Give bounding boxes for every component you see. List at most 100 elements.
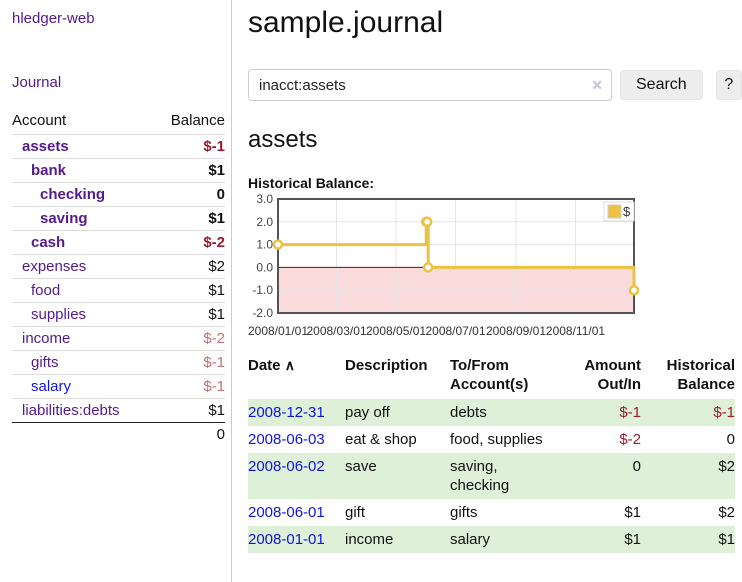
chart-point — [421, 216, 433, 228]
account-row: assets $-1 — [12, 135, 225, 159]
clear-search-icon[interactable]: ✕ — [591, 77, 603, 93]
transaction-description: income — [345, 531, 394, 548]
register-row: 2008-06-03 eat & shop food, supplies $-2 0 — [248, 426, 735, 453]
x-axis-label: 2008/01/01 — [248, 324, 308, 338]
register-row: 2008-12-31 pay off debts $-1 $-1 — [248, 399, 735, 426]
transaction-description: save — [345, 458, 377, 475]
accounts-total-row: 0 — [12, 422, 225, 447]
x-axis-label: 2008/09/01 — [486, 324, 546, 338]
account-balance: $-2 — [203, 234, 225, 251]
register-table: Date ∧ Description To/From Account(s) Am… — [248, 356, 735, 553]
transaction-description: pay off — [345, 404, 390, 421]
account-row: food $1 — [12, 278, 225, 303]
account-balance: $1 — [208, 162, 225, 179]
account-balance: $1 — [208, 306, 225, 323]
chart-point — [628, 284, 640, 296]
account-row: supplies $1 — [12, 302, 225, 327]
transaction-balance: 0 — [726, 431, 735, 448]
help-button[interactable]: ? — [715, 70, 742, 100]
y-axis-label: -2.0 — [252, 306, 273, 320]
account-balance: $1 — [208, 282, 225, 299]
account-link[interactable]: food — [31, 282, 61, 299]
sidebar-item-journal[interactable]: Journal — [12, 74, 62, 91]
transaction-accounts: saving, checking — [450, 458, 510, 494]
x-axis-label: 2008/07/01 — [425, 324, 485, 338]
search-bar: ✕ Search ? — [248, 69, 742, 101]
accounts-total-value: 0 — [216, 426, 225, 443]
account-heading: assets — [248, 126, 318, 153]
account-link[interactable]: cash — [31, 234, 66, 251]
account-link[interactable]: checking — [40, 186, 106, 203]
account-row: gifts $-1 — [12, 350, 225, 375]
account-balance: $-1 — [203, 354, 225, 371]
account-balance: $-1 — [203, 138, 225, 155]
account-link[interactable]: liabilities:debts — [22, 402, 120, 419]
transaction-amount: 0 — [632, 458, 641, 475]
transaction-date-link[interactable]: 2008-06-03 — [248, 431, 325, 448]
x-axis-label: 2008/05/01 — [366, 324, 426, 338]
account-row: liabilities:debts $1 — [12, 398, 225, 423]
main-content: sample.journal ✕ Search ? assets Histori… — [233, 0, 742, 582]
account-link[interactable]: income — [22, 330, 71, 347]
account-balance: $1 — [208, 210, 225, 227]
transaction-date-link[interactable]: 2008-06-02 — [248, 458, 325, 475]
account-row: income $-2 — [12, 326, 225, 351]
chart-point — [272, 239, 284, 250]
sidebar: hledger-web Journal Account Balance asse… — [0, 0, 232, 582]
transaction-amount: $1 — [624, 504, 641, 521]
transaction-balance: $-1 — [713, 404, 735, 421]
transaction-amount: $-1 — [619, 404, 641, 421]
register-header-date[interactable]: Date ∧ — [248, 357, 295, 374]
sort-ascending-icon: ∧ — [284, 357, 295, 373]
transaction-date-link[interactable]: 2008-12-31 — [248, 404, 325, 421]
chart-plot-border — [277, 198, 635, 314]
account-balance: 0 — [216, 186, 225, 203]
transaction-date-link[interactable]: 2008-01-01 — [248, 531, 325, 548]
account-row: checking 0 — [12, 182, 225, 207]
account-link[interactable]: supplies — [31, 306, 87, 323]
transaction-amount: $1 — [624, 531, 641, 548]
chart-label: Historical Balance: — [248, 175, 375, 191]
x-axis-label: 2008/03/01 — [306, 324, 366, 338]
accounts-header-balance: Balance — [170, 112, 225, 129]
x-axis-label: 2008/11/01 — [546, 324, 605, 338]
transaction-accounts: food, supplies — [450, 431, 543, 448]
account-row: expenses $2 — [12, 254, 225, 279]
transaction-description: gift — [345, 504, 366, 521]
account-link[interactable]: salary — [31, 378, 72, 395]
y-axis-label: 1.0 — [256, 238, 273, 252]
account-row: bank $1 — [12, 158, 225, 183]
transaction-balance: $1 — [718, 531, 735, 548]
search-input[interactable] — [248, 69, 612, 101]
legend-swatch — [607, 204, 622, 219]
transaction-accounts: debts — [450, 404, 487, 421]
register-header-description: Description — [345, 357, 428, 374]
account-balance: $1 — [208, 402, 225, 419]
transaction-accounts: gifts — [450, 504, 478, 521]
y-axis-label: -1.0 — [252, 283, 273, 297]
account-balance: $-2 — [203, 330, 225, 347]
account-link[interactable]: saving — [40, 210, 88, 227]
app-title-link[interactable]: hledger-web — [12, 10, 95, 27]
page-title: sample.journal — [248, 6, 444, 39]
account-balance: $2 — [208, 258, 225, 275]
accounts-header-account: Account — [12, 112, 67, 129]
y-axis-label: 2.0 — [256, 215, 273, 229]
account-link[interactable]: assets — [22, 138, 69, 155]
accounts-balance-table: Account Balance assets $-1 bank $1 checking 0… — [12, 109, 225, 446]
y-axis-label: 3.0 — [256, 193, 273, 206]
search-button[interactable]: Search — [620, 70, 703, 100]
register-header-amount: Amount Out/In — [584, 357, 641, 393]
transaction-amount: $-2 — [619, 431, 641, 448]
register-row: 2008-06-02 save saving, checking 0 $2 — [248, 453, 735, 499]
legend-label: $ — [623, 204, 631, 219]
chart-point — [422, 262, 434, 273]
register-row: 2008-01-01 income salary $1 $1 — [248, 526, 735, 553]
account-link[interactable]: gifts — [31, 354, 59, 371]
transaction-date-link[interactable]: 2008-06-01 — [248, 504, 325, 521]
register-header-accounts: To/From Account(s) — [450, 357, 529, 393]
register-header-row: Date ∧ Description To/From Account(s) Am… — [248, 356, 735, 399]
account-link[interactable]: bank — [31, 162, 67, 179]
account-link[interactable]: expenses — [22, 258, 87, 275]
